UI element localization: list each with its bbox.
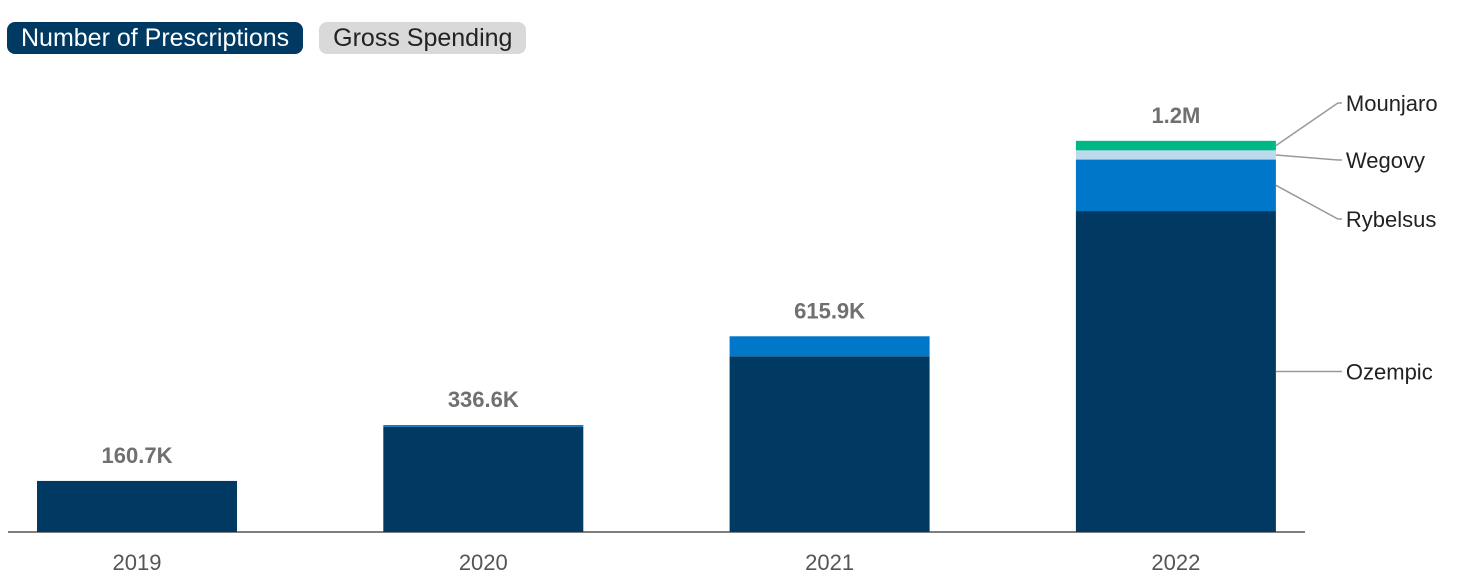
total-label-2020: 336.6K [448, 387, 519, 412]
x-tick-label-2020: 2020 [459, 550, 508, 573]
series-label-mounjaro: Mounjaro [1346, 91, 1438, 116]
leader-line-rybelsus [1275, 184, 1342, 220]
x-tick-labels-group: 2019 2020 2021 2022 [113, 550, 1201, 573]
leader-line-wegovy [1275, 154, 1342, 161]
series-label-ozempic: Ozempic [1346, 360, 1433, 385]
tab-number-of-prescriptions[interactable]: Number of Prescriptions [7, 22, 304, 54]
leader-line-mounjaro [1275, 102, 1342, 147]
bar-segment-ozempic-2019 [37, 480, 237, 532]
series-label-wegovy: Wegovy [1346, 148, 1425, 173]
bar-segment-ozempic-2021 [729, 356, 930, 532]
bar-segment-rybelsus-2022 [1075, 159, 1276, 212]
x-tick-label-2022: 2022 [1151, 550, 1200, 573]
total-label-2022: 1.2M [1151, 103, 1200, 128]
bar-segment-rybelsus-2021 [729, 336, 930, 357]
bar-segment-ozempic-2022 [1075, 211, 1276, 533]
series-label-rybelsus: Rybelsus [1346, 207, 1436, 232]
x-tick-label-2019: 2019 [113, 550, 162, 573]
series-labels-group: Ozempic Rybelsus Wegovy Mounjaro [1275, 91, 1438, 385]
bar-segment-rybelsus-2020 [383, 425, 584, 427]
total-label-2019: 160.7K [102, 443, 173, 468]
bar-segment-wegovy-2022 [1075, 150, 1276, 160]
total-labels-group: 160.7K 336.6K 615.9K 1.2M [102, 103, 1201, 468]
bar-segment-mounjaro-2022 [1075, 140, 1276, 151]
x-tick-label-2021: 2021 [805, 550, 854, 573]
tab-gross-spending[interactable]: Gross Spending [319, 22, 527, 54]
metric-tabs: Number of Prescriptions Gross Spending [7, 22, 527, 54]
bar-segment-ozempic-2020 [383, 426, 584, 532]
bars-group [37, 140, 1276, 533]
total-label-2021: 615.9K [794, 298, 865, 323]
